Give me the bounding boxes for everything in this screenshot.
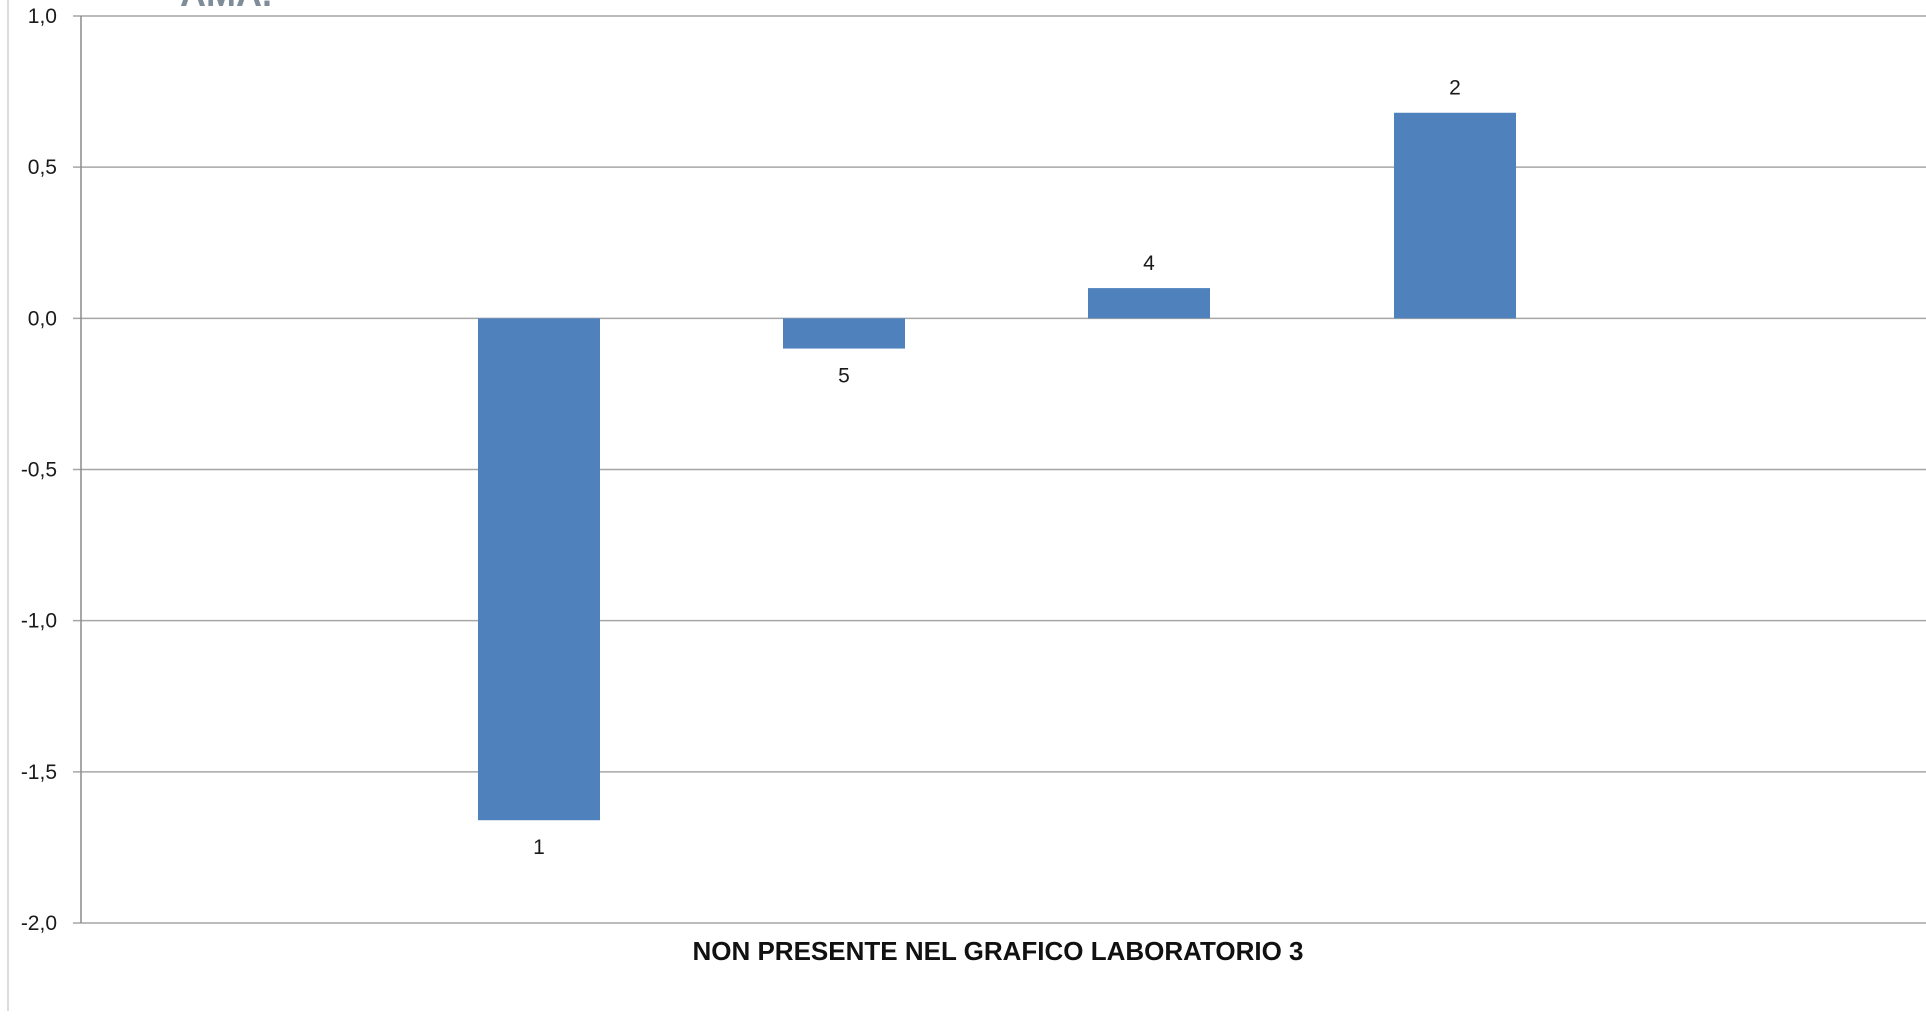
y-tick-label: -1,5 <box>21 761 57 784</box>
bar <box>1088 288 1210 319</box>
x-axis-title: NON PRESENTE NEL GRAFICO LABORATORIO 3 <box>692 936 1303 966</box>
bar <box>478 318 600 821</box>
y-tick-label: -0,5 <box>21 459 57 482</box>
y-axis-ticks: 1,0 0,5 0,0 -0,5 -1,0 -1,5 -2,0 <box>21 5 57 935</box>
data-label: 1 <box>533 836 545 859</box>
corner-title: AMA. <box>180 0 272 14</box>
gridlines <box>73 15 1926 924</box>
y-tick-label: -2,0 <box>21 912 57 935</box>
data-label: 4 <box>1143 252 1155 275</box>
data-label: 5 <box>838 365 850 388</box>
y-tick-label: 1,0 <box>28 5 57 28</box>
bar <box>783 318 905 349</box>
y-tick-label: -1,0 <box>21 610 57 633</box>
data-label: 2 <box>1449 77 1461 100</box>
bars <box>478 112 1516 821</box>
y-tick-label: 0,0 <box>28 307 57 330</box>
y-tick-label: 0,5 <box>28 156 57 179</box>
bar <box>1394 112 1516 319</box>
